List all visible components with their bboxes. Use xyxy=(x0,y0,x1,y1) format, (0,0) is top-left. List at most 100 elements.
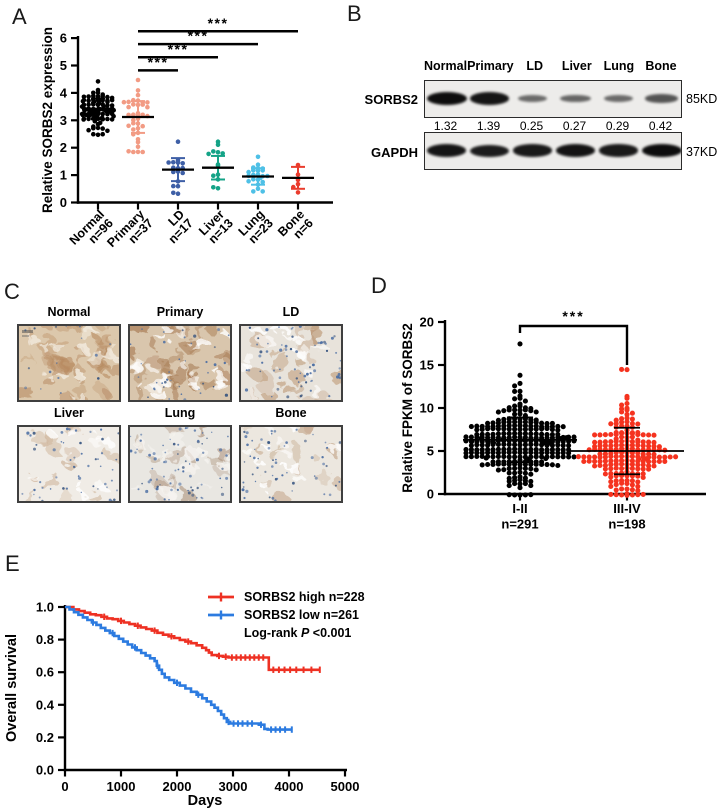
panel-a-ytick: 1 xyxy=(60,168,67,183)
ihc-lumen-holes xyxy=(241,427,341,491)
blot-band xyxy=(426,92,467,105)
panel-e-ytick: 1.0 xyxy=(36,600,54,615)
panel-e-ytick: 0.8 xyxy=(36,632,54,647)
ihc-tissue-svg xyxy=(130,326,230,400)
panel-e-xlabel: Days xyxy=(188,793,223,808)
panel-d-axes: 0 5 10 15 20 Relative FPKM of SORBS2 I-IIn=291… xyxy=(400,315,706,532)
panel-a-xlabel-Primary: Primaryn=37 xyxy=(104,207,156,259)
ihc-label-Bone: Bone xyxy=(275,406,307,420)
ihc-label-Liver: Liver xyxy=(54,406,84,420)
panel-e-xtick: 4000 xyxy=(275,779,304,794)
ihc-label-Lung: Lung xyxy=(164,406,196,420)
blot-quantification-row: 1.32 1.39 0.25 0.27 0.29 0.42 xyxy=(424,119,682,133)
panel-b-western-blot: Normal Primary LD Liver Lung Bone SORBS2 85KD 1.… xyxy=(360,55,717,190)
panel-a-ytick: 3 xyxy=(60,113,67,128)
ihc-nuclei xyxy=(244,326,341,399)
panel-a-dots-LD xyxy=(162,139,194,196)
blot-band xyxy=(470,144,509,157)
panel-a-significance-bar: *** xyxy=(138,15,298,33)
ihc-image-LD xyxy=(239,324,343,402)
blot-band xyxy=(517,94,548,103)
svg-text:LDn=17: LDn=17 xyxy=(157,207,196,246)
ihc-tissue-svg xyxy=(241,326,341,400)
panel-e-xtick: 0 xyxy=(61,779,68,794)
scale-bar-smudge xyxy=(22,330,33,333)
panel-a-letter: A xyxy=(12,4,27,29)
blot-lane-label: Lung xyxy=(603,59,635,73)
ihc-nuclei xyxy=(130,328,230,400)
blot-quantification-value: 0.27 xyxy=(562,119,587,133)
panel-c-letter: C xyxy=(4,279,20,304)
blot-box-GAPDH xyxy=(424,132,682,170)
panel-a-ytick: 2 xyxy=(60,140,67,155)
ihc-lumen-holes xyxy=(26,327,119,400)
panel-d-dots-III-IV xyxy=(570,366,684,498)
ihc-image-Normal xyxy=(17,324,121,402)
panel-b-letter: B xyxy=(347,1,362,26)
km-curve-low xyxy=(65,605,293,733)
panel-d-xlabel: III-IV xyxy=(613,501,641,516)
panel-e-survival-plot: 0.0 0.2 0.4 0.6 0.8 1.0 0 1000 2000 3000 4000 5000 O… xyxy=(4,600,360,808)
panel-e-letter: E xyxy=(5,551,20,576)
blot-lane-label: Liver xyxy=(561,59,592,73)
panel-a-xlabel-Liver: Livern=13 xyxy=(196,207,236,247)
km-legend-label: SORBS2 low n=261 xyxy=(244,608,359,622)
panel-e-xtick: 2000 xyxy=(163,779,192,794)
panel-a-dots-Bone xyxy=(282,162,314,195)
panel-a-dots-Normal xyxy=(79,79,116,138)
panel-e-xtick: 3000 xyxy=(219,779,248,794)
blot-size-label: 85KD xyxy=(686,92,717,106)
km-legend-symbol xyxy=(208,610,234,620)
panel-e-ytick: 0.0 xyxy=(36,763,54,778)
panel-a-ytick: 5 xyxy=(60,58,67,73)
blot-band xyxy=(603,94,634,103)
blot-band xyxy=(555,144,596,157)
blot-quantification-value: 1.32 xyxy=(433,119,458,133)
ihc-nuclei xyxy=(21,427,119,501)
panel-a-dot-plot: 0 1 2 3 4 5 6 Relative SORBS2 expression Normaln… xyxy=(40,15,333,259)
ihc-nuclei xyxy=(241,428,341,501)
blot-lane-label: Bone xyxy=(645,59,677,73)
blot-protein-label: GAPDH xyxy=(371,145,418,160)
blot-band xyxy=(560,94,591,103)
panel-e-xtick: 5000 xyxy=(331,779,360,794)
ihc-nuclei xyxy=(24,326,112,394)
blot-band xyxy=(641,144,681,157)
panel-d-letter: D xyxy=(371,273,387,298)
panel-d-significance-bracket: *** xyxy=(518,308,629,365)
panel-a-ytick: 6 xyxy=(60,31,67,46)
panel-a-xlabel-LD: LDn=17 xyxy=(157,207,196,246)
panel-a-xlabel-Lung: Lungn=23 xyxy=(236,207,276,246)
blot-box-SORBS2 xyxy=(424,80,682,118)
blot-protein-label: SORBS2 xyxy=(364,92,418,107)
km-curve-high xyxy=(65,605,321,673)
panel-e-ytick: 0.4 xyxy=(36,697,55,712)
ihc-tissue-svg xyxy=(130,427,230,501)
ihc-label-Normal: Normal xyxy=(47,305,91,319)
blot-band xyxy=(599,144,638,157)
ihc-tissue-svg xyxy=(19,326,119,400)
panel-d-ytick: 5 xyxy=(427,444,434,459)
logrank-annotation: Log-rank P <0.001 xyxy=(244,626,352,640)
panel-a-ylabel: Relative SORBS2 expression xyxy=(40,27,55,213)
panel-a-axes: 0 1 2 3 4 5 6 Relative SORBS2 expression xyxy=(40,27,333,213)
ihc-label-Primary: Primary xyxy=(156,305,204,319)
blot-lane-label: Normal xyxy=(424,59,468,73)
km-legend: SORBS2 high n=228 SORBS2 low n=261 Log-ran… xyxy=(206,588,406,640)
svg-text:Primaryn=37: Primaryn=37 xyxy=(104,207,156,259)
ihc-image-Primary xyxy=(128,324,232,402)
svg-text:Livern=13: Livern=13 xyxy=(196,207,236,247)
blot-band xyxy=(470,92,509,105)
blot-quantification-value: 0.29 xyxy=(605,119,630,133)
panel-d-ylabel: Relative FPKM of SORBS2 xyxy=(400,323,415,493)
panel-d-dot-plot: 0 5 10 15 20 Relative FPKM of SORBS2 I-IIn=291… xyxy=(400,308,706,532)
blot-quantification-value: 1.39 xyxy=(476,119,501,133)
panel-e-ytick: 0.2 xyxy=(36,730,54,745)
ihc-lumen-holes xyxy=(130,326,230,399)
svg-text:***: *** xyxy=(208,15,229,31)
blot-band xyxy=(427,144,466,157)
panel-d-dots-I-II xyxy=(463,341,577,498)
blot-lane-label: Primary xyxy=(467,59,514,73)
svg-text:***: *** xyxy=(562,308,584,324)
